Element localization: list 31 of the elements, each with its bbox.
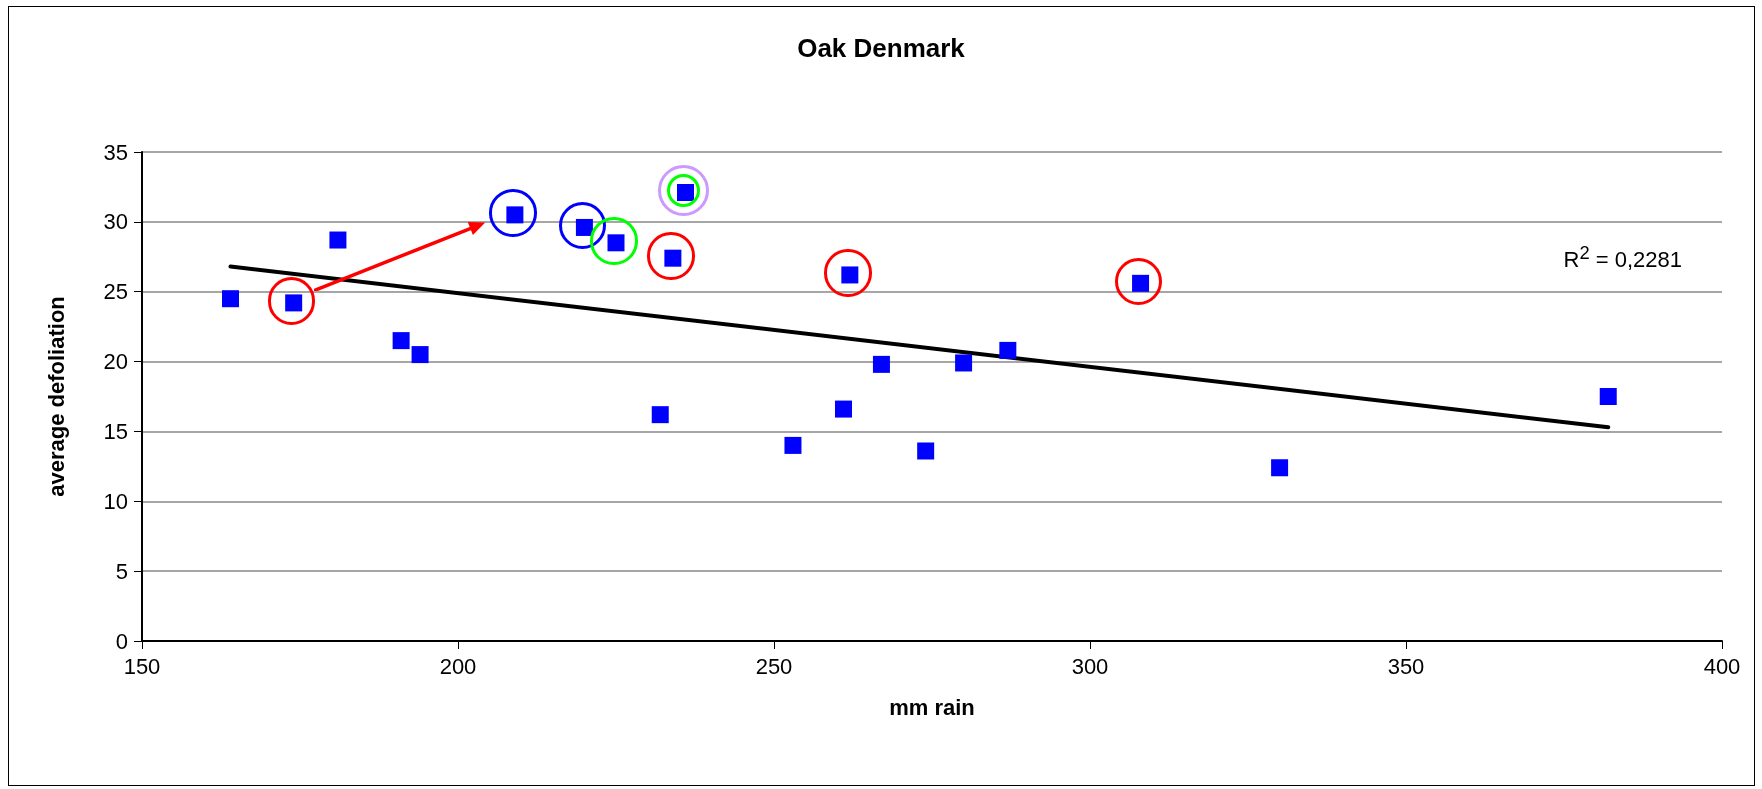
point	[784, 436, 802, 454]
x-tick-label: 200	[439, 653, 477, 679]
point	[835, 400, 853, 418]
y-tick-label: 5	[115, 558, 128, 584]
y-tick-label: 10	[103, 488, 128, 514]
point	[411, 346, 429, 364]
point	[651, 406, 669, 424]
y-tick-label: 25	[103, 279, 128, 305]
x-axis-title: mm rain	[889, 694, 975, 720]
point	[917, 442, 935, 460]
annotation: R$^{2}$ = 0,2281	[1563, 242, 1682, 274]
x-tick-label: 300	[1071, 653, 1109, 679]
point	[221, 290, 239, 308]
point	[1599, 388, 1617, 405]
x-tick-label: 350	[1387, 653, 1425, 679]
y-tick-label: 35	[103, 139, 128, 165]
y-tick-label: 0	[115, 628, 128, 654]
y-tick-label: 30	[103, 209, 128, 235]
x-tick-label: 400	[1703, 653, 1741, 679]
point	[1271, 459, 1289, 477]
point	[329, 231, 347, 249]
point	[872, 355, 890, 373]
y-tick-label: 20	[103, 349, 128, 375]
x-tick-label: 250	[755, 653, 793, 679]
x-tick-label: 150	[123, 653, 161, 679]
point	[999, 341, 1017, 359]
chart-title: Oak Denmark	[797, 33, 966, 63]
point	[955, 354, 973, 372]
y-axis-title: average defoliation	[43, 296, 69, 497]
point	[392, 332, 410, 350]
y-tick-label: 15	[103, 418, 128, 444]
